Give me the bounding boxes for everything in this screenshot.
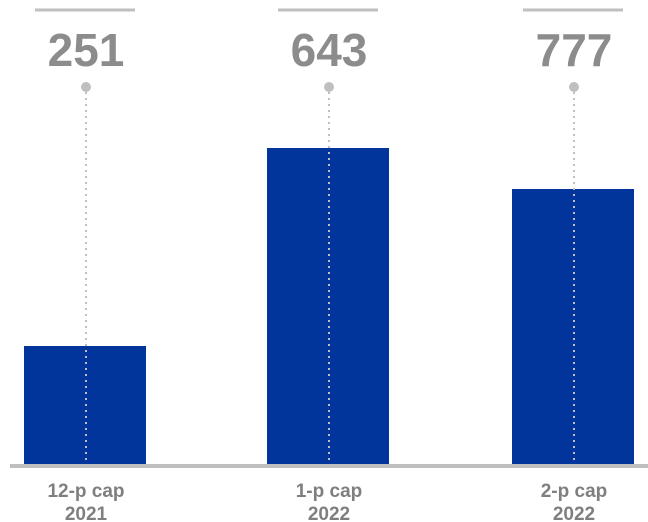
value-labels-group: 251 643 777 [48, 24, 613, 76]
connector-dot-2 [324, 82, 334, 92]
connectors-group [35, 8, 623, 464]
value-label-1: 251 [48, 24, 125, 76]
category-label-2: 1-p cap 2022 [296, 481, 363, 522]
category-label-3: 2-p cap 2022 [541, 481, 608, 522]
value-label-2: 643 [291, 24, 368, 76]
connector-dot-3 [569, 82, 579, 92]
connector-dot-1 [81, 82, 91, 92]
category-label-1: 12-p cap 2021 [47, 481, 124, 522]
category-labels-group: 12-p cap 2021 1-p cap 2022 2-p cap 2022 [47, 481, 607, 522]
value-label-3: 777 [536, 24, 613, 76]
